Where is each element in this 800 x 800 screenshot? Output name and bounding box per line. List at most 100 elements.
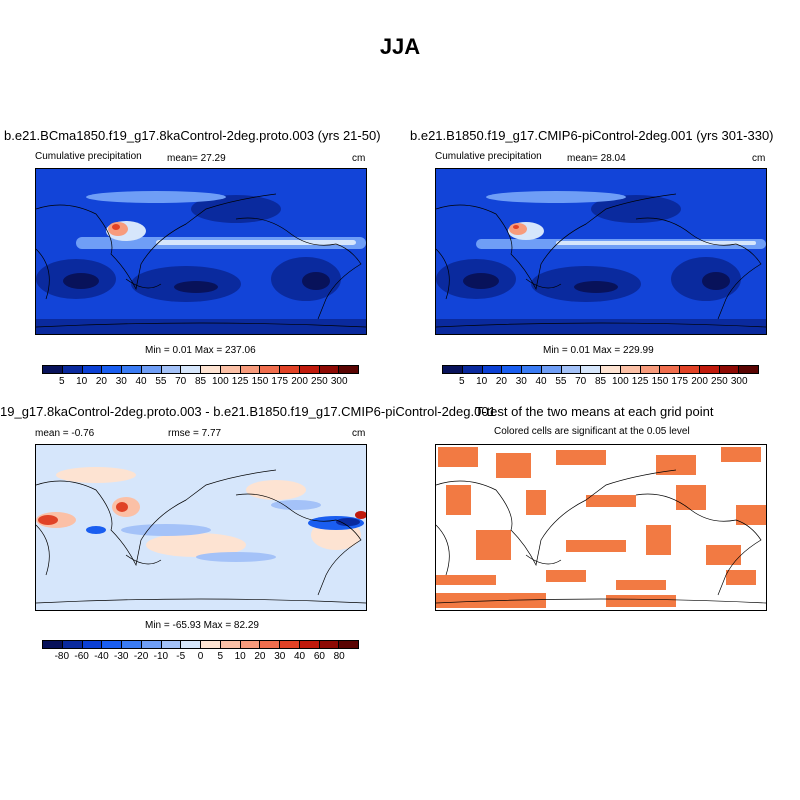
panel2-unit: cm bbox=[752, 153, 766, 164]
colorbar-swatch bbox=[220, 366, 241, 373]
panel3-title: 19_g17.8kaControl-2deg.proto.003 - b.e21… bbox=[0, 404, 496, 419]
colorbar-tick-label: 40 bbox=[294, 651, 306, 662]
panel2-title: b.e21.B1850.f19_g17.CMIP6-piControl-2deg… bbox=[410, 128, 774, 143]
colorbar-tick-label: 85 bbox=[594, 376, 607, 387]
colorbar-tick-label: 300 bbox=[730, 376, 748, 387]
colorbar-swatch bbox=[181, 366, 201, 373]
colorbar-tick-label: -30 bbox=[114, 651, 129, 662]
colorbar-swatch bbox=[260, 366, 280, 373]
page-title: JJA bbox=[379, 34, 421, 59]
colorbar-tick-label: 60 bbox=[313, 651, 325, 662]
panel3-min-max: Min = -65.93 Max = 82.29 bbox=[145, 620, 259, 631]
colorbar-tick-label: 40 bbox=[535, 376, 547, 387]
colorbar-swatch bbox=[502, 366, 522, 373]
colorbar-tick-label: 80 bbox=[333, 651, 345, 662]
colorbar-tick-label: 0 bbox=[197, 651, 204, 662]
colorbar-tick-label: 10 bbox=[234, 651, 246, 662]
panel3-map bbox=[35, 444, 367, 611]
colorbar-tick-label: 5 bbox=[217, 651, 224, 662]
colorbar-swatch bbox=[122, 641, 142, 648]
colorbar-swatch bbox=[462, 366, 483, 373]
colorbar-tick-label: 70 bbox=[175, 376, 187, 387]
colorbar-swatch bbox=[62, 641, 83, 648]
colorbar-swatch bbox=[82, 641, 103, 648]
colorbar-swatch bbox=[62, 366, 83, 373]
panel4-subtitle: Colored cells are significant at the 0.0… bbox=[494, 426, 690, 437]
colorbar-tick-label: 200 bbox=[291, 376, 308, 387]
colorbar-swatch bbox=[680, 366, 700, 373]
colorbar-tick-label: -20 bbox=[133, 651, 149, 662]
colorbar-swatch bbox=[240, 366, 261, 373]
colorbar-swatch bbox=[561, 366, 582, 373]
colorbar-swatch bbox=[122, 366, 142, 373]
colorbar-tick-label: 40 bbox=[135, 376, 147, 387]
panel2-mean: mean= 28.04 bbox=[567, 153, 626, 164]
colorbar-tick-label: 70 bbox=[575, 376, 587, 387]
panel1-unit: cm bbox=[352, 153, 366, 164]
colorbar-swatch bbox=[522, 366, 542, 373]
colorbar-swatch bbox=[201, 641, 221, 648]
colorbar-tick-label: 20 bbox=[254, 651, 266, 662]
panel2-colorbar-labels: 5 10 20 30 40 55 70 85 100 125 150 175 200 250 300 bbox=[442, 376, 759, 388]
colorbar-tick-label: 5 bbox=[59, 376, 65, 387]
colorbar-swatch bbox=[280, 366, 300, 373]
colorbar-swatch bbox=[181, 641, 201, 648]
colorbar-swatch bbox=[739, 366, 758, 373]
colorbar-swatch bbox=[339, 641, 358, 648]
colorbar-tick-label: 55 bbox=[155, 376, 167, 387]
panel1-title: b.e21.BCma1850.f19_g17.8kaControl-2deg.p… bbox=[4, 128, 381, 143]
colorbar-tick-label: 200 bbox=[691, 376, 708, 387]
colorbar-tick-label: -40 bbox=[94, 651, 109, 662]
panel1-colorbar bbox=[42, 365, 359, 374]
panel1-colorbar-labels: 5 10 20 30 40 55 70 85 100 125 150 175 200 250 300 bbox=[42, 376, 359, 388]
colorbar-swatch bbox=[601, 366, 621, 373]
colorbar-tick-label: 300 bbox=[330, 376, 348, 387]
colorbar-tick-label: 30 bbox=[115, 376, 127, 387]
colorbar-swatch bbox=[319, 641, 340, 648]
colorbar-swatch bbox=[699, 366, 720, 373]
panel2-colorbar bbox=[442, 365, 759, 374]
colorbar-swatch bbox=[260, 641, 280, 648]
colorbar-swatch bbox=[581, 366, 601, 373]
colorbar-swatch bbox=[299, 641, 320, 648]
colorbar-tick-label: 30 bbox=[274, 651, 286, 662]
colorbar-tick-label: 10 bbox=[76, 376, 88, 387]
colorbar-swatch bbox=[541, 366, 562, 373]
colorbar-swatch bbox=[240, 641, 261, 648]
colorbar-swatch bbox=[102, 641, 122, 648]
colorbar-swatch bbox=[482, 366, 503, 373]
colorbar-tick-label: 150 bbox=[251, 376, 269, 387]
colorbar-tick-label: 150 bbox=[651, 376, 669, 387]
colorbar-tick-label: 125 bbox=[631, 376, 649, 387]
panel4-title: T-test of the two means at each grid poi… bbox=[475, 404, 714, 419]
colorbar-tick-label: 175 bbox=[271, 376, 289, 387]
panel3-rmse: rmse = 7.77 bbox=[168, 428, 222, 439]
colorbar-swatch bbox=[299, 366, 320, 373]
panel2-map bbox=[435, 168, 767, 335]
colorbar-tick-label: 100 bbox=[611, 376, 629, 387]
panel2-variable-label: Cumulative precipitation bbox=[435, 151, 542, 162]
colorbar-tick-label: 30 bbox=[515, 376, 527, 387]
colorbar-tick-label: 85 bbox=[194, 376, 207, 387]
panel2-min-max: Min = 0.01 Max = 229.99 bbox=[543, 345, 654, 356]
colorbar-swatch bbox=[141, 641, 162, 648]
colorbar-tick-label: 250 bbox=[711, 376, 728, 387]
colorbar-swatch bbox=[640, 366, 661, 373]
panel3-colorbar-labels: -80 -60 -40 -30 -20 -10 -5 0 5 10 20 30 40 60 80 bbox=[42, 651, 359, 663]
colorbar-swatch bbox=[82, 366, 103, 373]
colorbar-tick-label: 20 bbox=[95, 376, 107, 387]
colorbar-tick-label: 100 bbox=[211, 376, 229, 387]
colorbar-tick-label: -80 bbox=[54, 651, 70, 662]
colorbar-swatch bbox=[719, 366, 740, 373]
colorbar-swatch bbox=[660, 366, 680, 373]
colorbar-tick-label: 55 bbox=[555, 376, 567, 387]
colorbar-swatch bbox=[43, 641, 63, 648]
panel1-min-max: Min = 0.01 Max = 237.06 bbox=[145, 345, 256, 356]
colorbar-swatch bbox=[280, 641, 300, 648]
colorbar-swatch bbox=[319, 366, 340, 373]
colorbar-swatch bbox=[161, 641, 182, 648]
panel3-unit: cm bbox=[352, 428, 366, 439]
colorbar-tick-label: -60 bbox=[74, 651, 89, 662]
colorbar-tick-label: 125 bbox=[231, 376, 249, 387]
colorbar-tick-label: 10 bbox=[476, 376, 488, 387]
